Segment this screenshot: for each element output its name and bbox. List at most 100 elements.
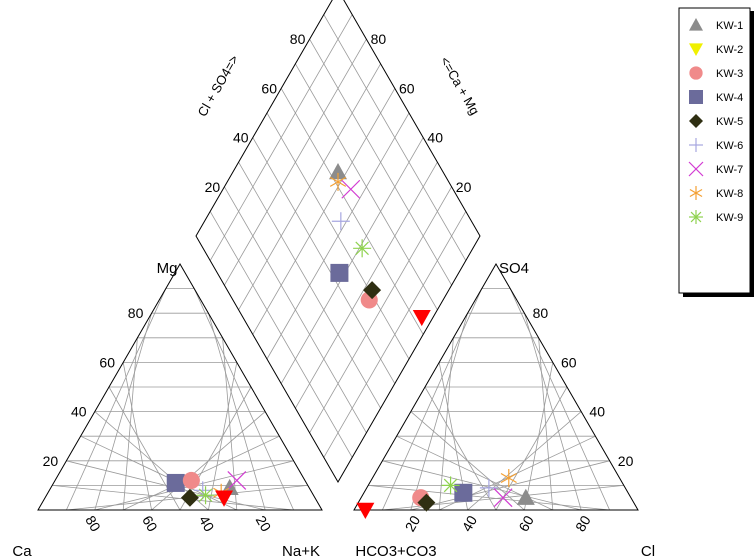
diamond-gridline-a xyxy=(280,88,424,335)
diamond-right-tick: 60 xyxy=(399,80,415,96)
anion-gridline-b xyxy=(538,337,554,511)
legend-label: KW-2 xyxy=(716,44,743,56)
anion-so4-tick: 40 xyxy=(589,404,605,420)
diamond-gridline-a xyxy=(295,63,438,310)
diamond-left-axis-label: Cl + SO4=> xyxy=(195,52,242,119)
legend-label: KW-5 xyxy=(716,116,743,128)
cation-bottom-tick: 80 xyxy=(82,513,104,535)
anion-gridline-b xyxy=(524,313,582,511)
legend-label: KW-8 xyxy=(716,188,743,200)
legend-marker xyxy=(689,90,703,104)
diamond-right-axis-label: <=Ca + Mg xyxy=(437,54,482,118)
diamond-point xyxy=(353,239,372,258)
legend-box xyxy=(678,7,751,294)
diamond-right-tick: 20 xyxy=(456,179,472,195)
grid-layer xyxy=(52,14,624,511)
diamond-gridline-b xyxy=(209,14,353,261)
diamond-point xyxy=(412,309,431,327)
cation-nak-label: Na+K xyxy=(282,543,320,560)
cation-point xyxy=(196,486,215,505)
diamond-point xyxy=(363,281,382,300)
legend-item: KW-4 xyxy=(689,90,743,104)
diamond-point xyxy=(330,263,349,282)
diamond-gridline-b xyxy=(224,39,367,286)
cation-gridline-b xyxy=(208,313,266,511)
diamond-point xyxy=(341,179,361,199)
anion-point xyxy=(500,469,517,488)
diamond-gridline-b xyxy=(266,112,410,360)
anion-gridline-b xyxy=(495,386,568,511)
cation-mg-tick: 20 xyxy=(43,453,59,469)
cation-mg-tick: 60 xyxy=(99,354,115,370)
diamond-left-tick: 40 xyxy=(233,130,249,146)
legend-label: KW-6 xyxy=(716,140,743,152)
cation-point xyxy=(182,471,200,490)
cation-gridline-b xyxy=(179,386,252,511)
legend-item: KW-8 xyxy=(689,186,743,200)
legend-label: KW-3 xyxy=(716,68,743,80)
legend: KW-1 KW-2 KW-3 KW-4 KW-5 KW-6 KW-7 KW-8 KW-9 xyxy=(678,7,754,297)
cation-gridline-b xyxy=(208,362,238,511)
anion-point xyxy=(356,502,375,519)
cation-gridline-b xyxy=(193,288,294,511)
legend-marker xyxy=(689,114,703,128)
cation-bottom-tick: 20 xyxy=(253,513,275,535)
anion-gridline-a xyxy=(382,460,582,511)
anion-bottom-tick: 40 xyxy=(458,513,480,535)
diamond-left-tick: 60 xyxy=(261,80,277,96)
legend-item: KW-1 xyxy=(689,18,743,32)
cation-mg-tick: 80 xyxy=(128,305,144,321)
cation-point xyxy=(227,471,247,490)
cation-bottom-tick: 40 xyxy=(196,513,218,535)
legend-marker xyxy=(689,186,703,200)
cation-mg-label: Mg xyxy=(157,260,178,277)
anion-point xyxy=(479,478,498,497)
cation-gridline-a xyxy=(52,485,294,511)
legend-items: KW-1 KW-2 KW-3 KW-4 KW-5 KW-6 KW-7 KW-8 KW-9 xyxy=(688,18,743,224)
cation-triangle xyxy=(37,262,323,511)
cation-gridline-a xyxy=(80,435,237,511)
legend-marker xyxy=(689,43,703,56)
legend-marker xyxy=(689,138,703,152)
anion-triangle xyxy=(353,262,639,511)
point-layer xyxy=(166,163,535,519)
anion-cl-label: Cl xyxy=(641,543,655,560)
anion-so4-tick: 20 xyxy=(618,453,634,469)
diamond-gridline-b xyxy=(252,88,396,335)
cation-bottom-tick: 60 xyxy=(139,513,161,535)
anion-point xyxy=(493,488,513,508)
cation-gridline-a xyxy=(66,460,266,511)
diamond-gridline-a xyxy=(323,14,467,261)
legend-marker xyxy=(689,18,703,31)
anion-bottom-tick: 60 xyxy=(515,513,537,535)
legend-label: KW-9 xyxy=(716,212,743,224)
diamond-right-tick: 80 xyxy=(371,31,387,47)
anion-gridline-b xyxy=(524,362,554,511)
anion-gridline-b xyxy=(509,288,610,511)
anion-point xyxy=(454,483,473,502)
diamond-left-tick: 80 xyxy=(290,31,306,47)
legend-item: KW-5 xyxy=(689,114,743,128)
legend-item: KW-6 xyxy=(689,138,743,152)
anion-bottom-tick: 80 xyxy=(572,513,594,535)
legend-label: KW-7 xyxy=(716,164,743,176)
legend-label: KW-4 xyxy=(716,92,743,104)
legend-item: KW-2 xyxy=(689,43,743,56)
diamond-right-tick: 40 xyxy=(427,130,443,146)
anion-point xyxy=(441,476,460,495)
anion-bottom-tick: 20 xyxy=(402,513,424,535)
diamond-point xyxy=(329,172,347,191)
anion-point xyxy=(516,488,535,505)
outline-layer xyxy=(37,0,639,511)
diamond-gridline-a xyxy=(309,39,452,286)
label-layer: Ca Na+K Mg HCO3+CO3 Cl SO4 Cl + SO4=> <=Ca + Mg… xyxy=(12,31,655,560)
cation-mg-tick: 40 xyxy=(71,404,87,420)
diamond-outline xyxy=(195,0,481,484)
legend-marker xyxy=(689,210,703,224)
anion-gridline-a xyxy=(424,386,497,511)
legend-marker xyxy=(688,161,704,177)
cation-point xyxy=(215,490,234,507)
diamond-left-tick: 20 xyxy=(205,179,221,195)
anion-gridline-a xyxy=(410,411,525,511)
